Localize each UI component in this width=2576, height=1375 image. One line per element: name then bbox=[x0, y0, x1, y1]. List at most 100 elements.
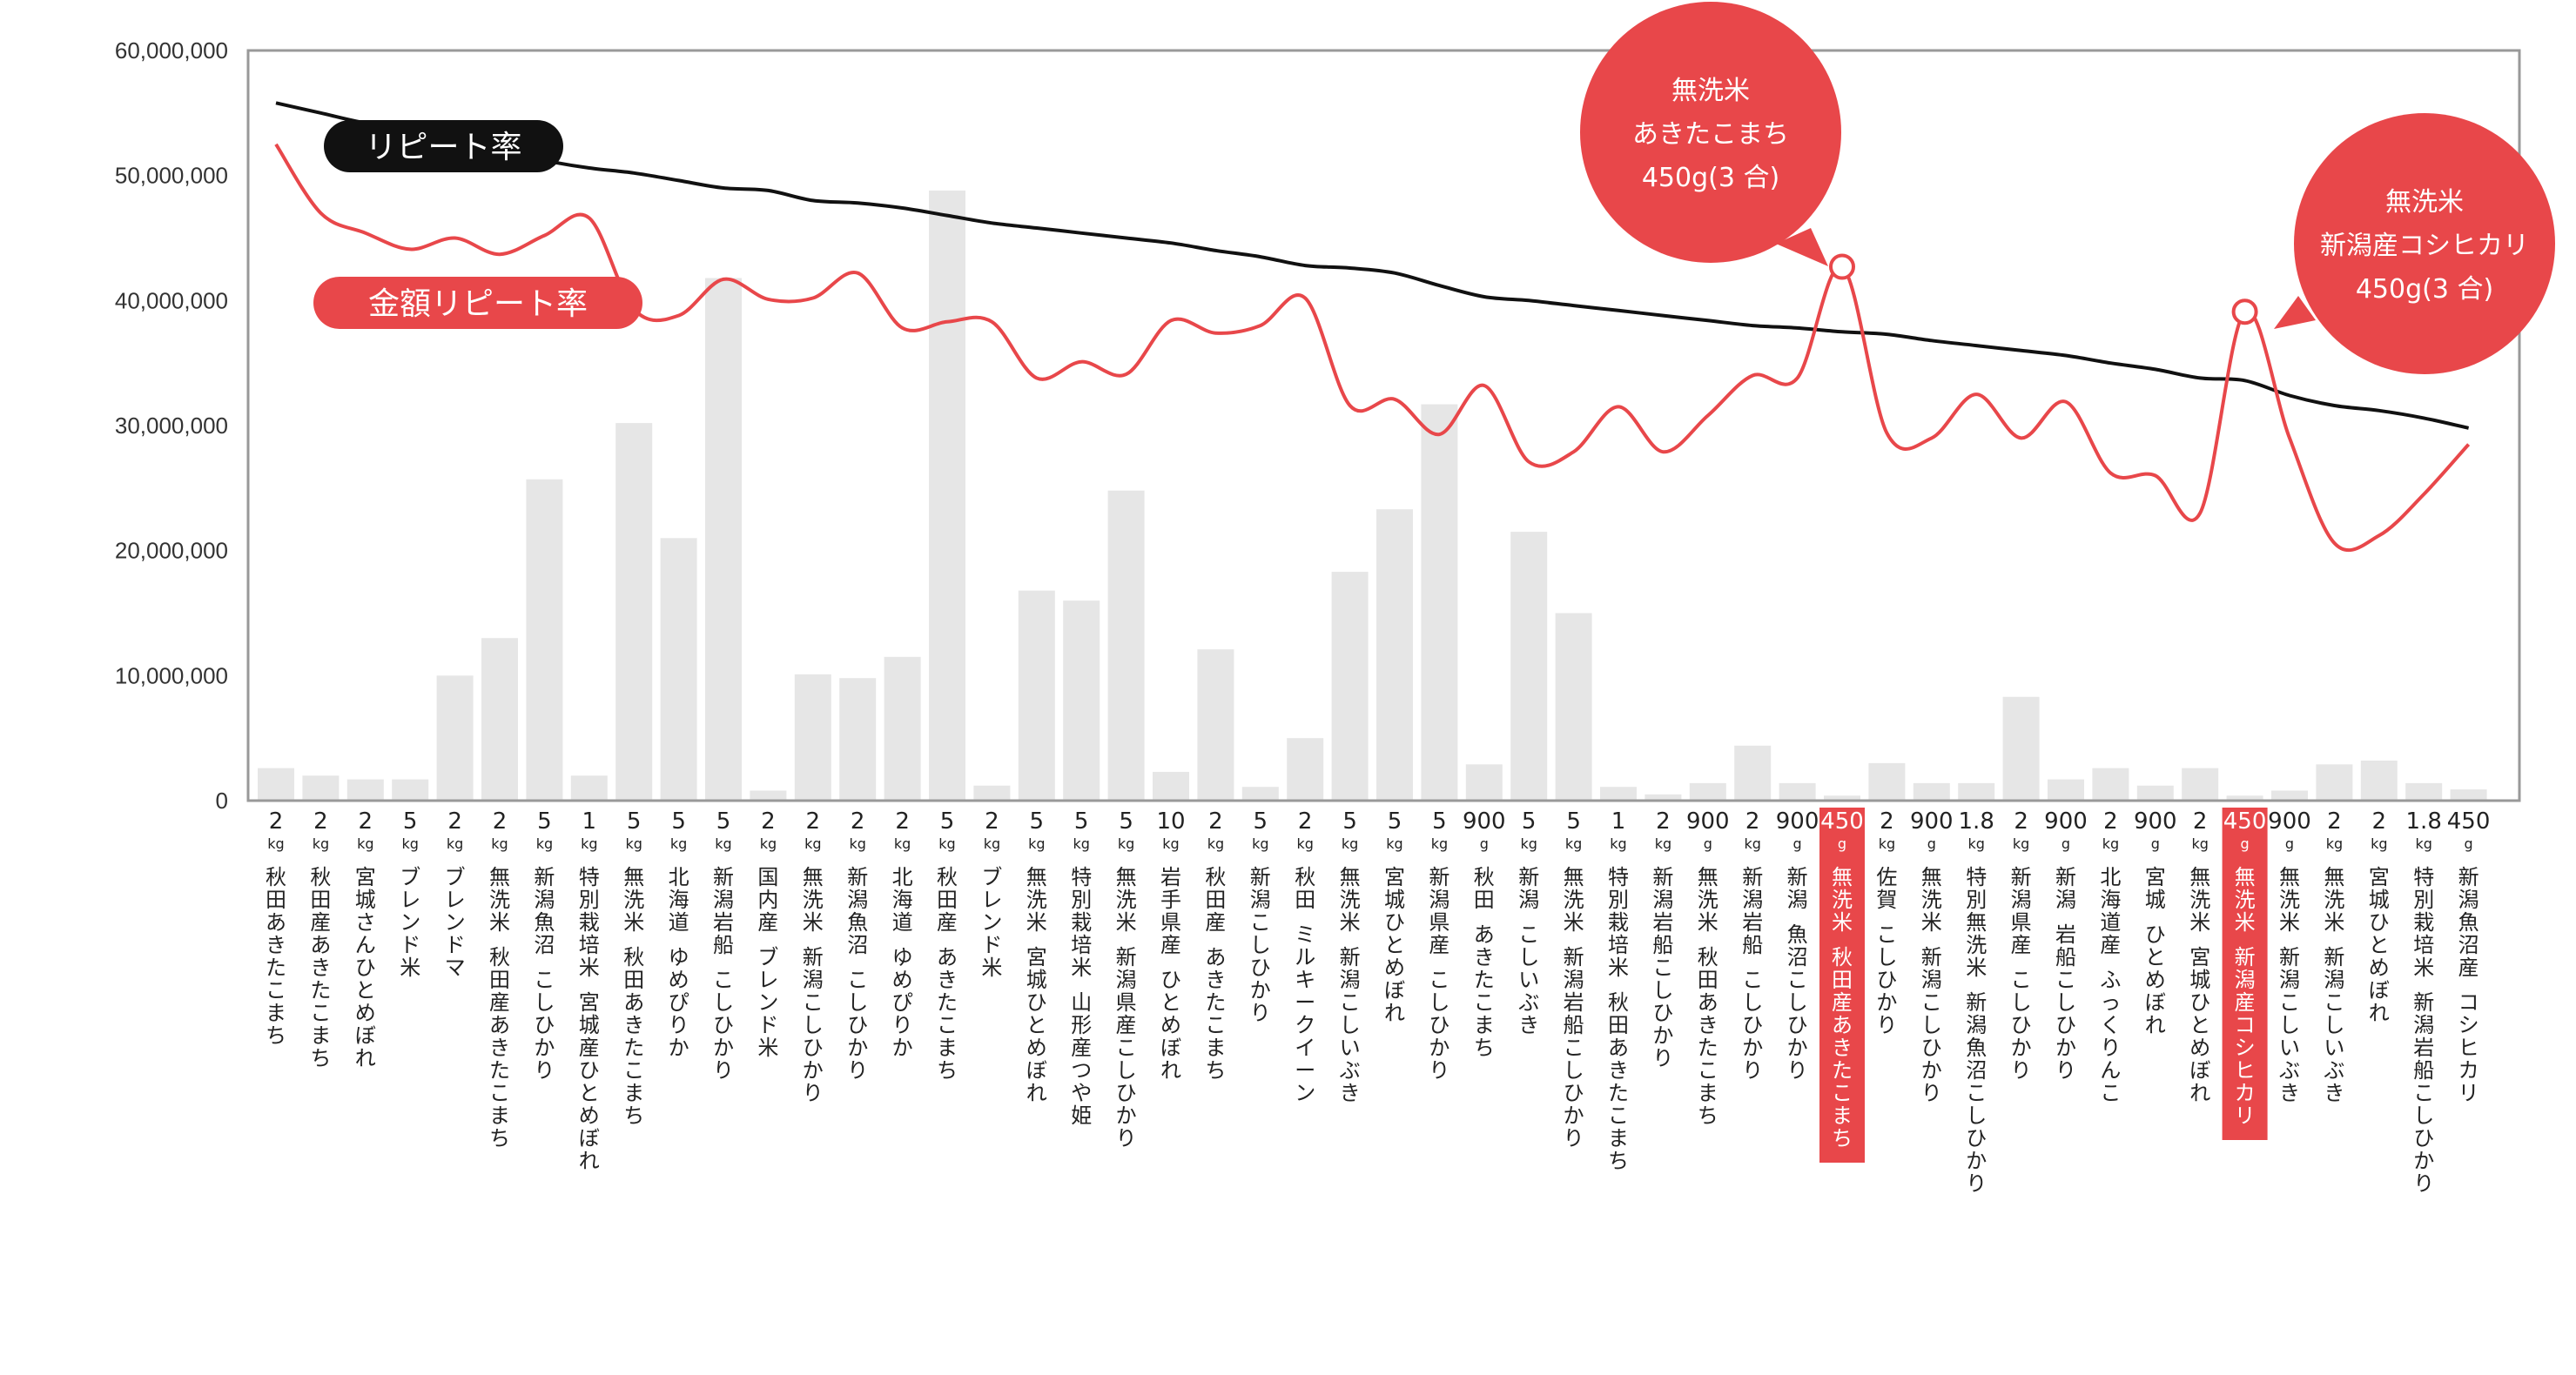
sales-bar bbox=[1241, 787, 1279, 801]
size-label: 2 bbox=[806, 808, 821, 835]
callout-text: 新潟産コシヒカリ bbox=[2320, 231, 2529, 261]
product-name-label: 北海道 bbox=[669, 865, 689, 935]
product-name-label: コシヒカリ bbox=[2458, 990, 2479, 1105]
size-label: 2 bbox=[2327, 808, 2342, 835]
sales-bar bbox=[1465, 764, 1503, 801]
callout-bubble bbox=[1580, 2, 1841, 263]
x-label: 5kg 秋田産あきたこまち bbox=[937, 808, 958, 1083]
plot-frame bbox=[246, 49, 2521, 802]
sales-bar bbox=[2226, 795, 2263, 801]
sales-bar bbox=[750, 790, 787, 801]
sales-bar bbox=[794, 674, 831, 801]
unit-label: kg bbox=[2191, 835, 2208, 852]
unit-label: kg bbox=[2102, 835, 2119, 852]
unit-label: kg bbox=[2326, 835, 2343, 852]
size-label: 2 bbox=[761, 808, 776, 835]
size-label: 2 bbox=[895, 808, 910, 835]
size-label: 5 bbox=[403, 808, 418, 835]
product-name-label: こしひかり bbox=[1876, 922, 1897, 1037]
unit-label: g bbox=[1480, 835, 1489, 852]
sales-bar bbox=[705, 278, 742, 801]
unit-label: kg bbox=[581, 835, 597, 852]
highlight-label-bg bbox=[1819, 808, 1865, 1163]
legend-pill bbox=[324, 120, 563, 172]
product-name-label: 新潟岩船こしひかり bbox=[1564, 945, 1584, 1150]
sales-bar bbox=[2450, 789, 2487, 801]
product-name-label: ひとめぼれ bbox=[2145, 922, 2166, 1037]
product-name-label: 新潟こしいぶき bbox=[2324, 945, 2344, 1105]
x-label: 2kg 新潟魚沼こしひかり bbox=[847, 808, 868, 1083]
sales-bar bbox=[1644, 794, 1682, 801]
x-label: 2kg 宮城ひとめぼれ bbox=[2369, 808, 2390, 1025]
product-name-label: 新潟県産 bbox=[1429, 865, 1449, 957]
sales-bar bbox=[2048, 779, 2084, 801]
x-label: 5kg ブレンド米 bbox=[400, 808, 420, 980]
product-name-label: 宮城ひとめぼれ bbox=[1026, 945, 1047, 1105]
bars-layer bbox=[258, 190, 2487, 801]
size-label: 5 bbox=[537, 808, 552, 835]
x-label: 5kg 宮城ひとめぼれ bbox=[1384, 808, 1405, 1025]
x-axis-labels: 2kg秋田あきたこまち2kg秋田産あきたこまち2kg宮城さんひとめぼれ5kgブレ… bbox=[266, 808, 2490, 1196]
product-name-label: こしひかり bbox=[1429, 968, 1449, 1083]
sales-bar bbox=[1510, 532, 1548, 801]
unit-label: kg bbox=[1162, 835, 1179, 852]
product-name-label: ふっくりんこ bbox=[2100, 968, 2121, 1105]
product-name-label: 秋田 bbox=[1295, 865, 1315, 912]
product-name-label: こしひかり bbox=[2011, 968, 2032, 1083]
y-tick-label: 10,000,000 bbox=[115, 662, 228, 688]
product-name-label: 新潟こしひかり bbox=[1921, 945, 1942, 1105]
unit-label: kg bbox=[1565, 835, 1582, 852]
sales-bar bbox=[884, 656, 921, 801]
unit-label: g bbox=[2241, 835, 2250, 852]
callout-bubble bbox=[2294, 113, 2555, 374]
unit-label: kg bbox=[894, 835, 911, 852]
product-name-label: 秋田あきたこまち bbox=[1698, 945, 1718, 1128]
product-name-label: 新潟こしいぶき bbox=[2279, 945, 2300, 1105]
size-label: 2 bbox=[493, 808, 508, 835]
unit-label: kg bbox=[447, 835, 463, 852]
product-name-label: 無洗米 bbox=[803, 865, 824, 935]
sales-bar bbox=[973, 785, 1011, 801]
unit-label: kg bbox=[1073, 835, 1089, 852]
sales-bar bbox=[1063, 600, 1100, 801]
lines-layer bbox=[274, 101, 2471, 553]
product-name-label: 無洗米 bbox=[1698, 865, 1718, 935]
product-name-label: 国内産 bbox=[757, 865, 778, 935]
sales-bar bbox=[346, 779, 384, 801]
sales-bar bbox=[1600, 787, 1637, 801]
size-label: 900 bbox=[2268, 808, 2311, 835]
product-name-label: あきたこまち bbox=[1205, 945, 1226, 1083]
unit-label: kg bbox=[984, 835, 1000, 852]
size-label: 2 bbox=[313, 808, 328, 835]
x-label: 2kg 秋田産あきたこまち bbox=[1205, 808, 1226, 1083]
unit-label: kg bbox=[670, 835, 687, 852]
y-tick-label: 30,000,000 bbox=[115, 412, 228, 439]
product-name-label: こしひかり bbox=[534, 968, 555, 1083]
x-label: 2kg 新潟岩船こしひかり bbox=[1652, 808, 1673, 1070]
size-label: 5 bbox=[1119, 808, 1133, 835]
unit-label: kg bbox=[2013, 835, 2029, 852]
product-name-label: 新潟 bbox=[1787, 865, 1808, 912]
product-name-label: 新潟岩船 bbox=[713, 865, 734, 957]
sales-bar bbox=[839, 678, 877, 801]
highlight-marker bbox=[1829, 253, 1855, 280]
sales-bar bbox=[929, 190, 965, 801]
product-name-label: 秋田産あきたこまち bbox=[489, 945, 510, 1150]
product-name-label: 特別栽培米 bbox=[1071, 865, 1092, 980]
unit-label: kg bbox=[401, 835, 418, 852]
sales-bar bbox=[526, 479, 563, 801]
x-label: 5kg 新潟魚沼こしひかり bbox=[534, 808, 555, 1083]
product-name-label: 無洗米 bbox=[2235, 865, 2256, 935]
y-tick-label: 40,000,000 bbox=[115, 287, 228, 313]
size-label: 2 bbox=[851, 808, 865, 835]
sales-bar bbox=[1868, 762, 1906, 801]
